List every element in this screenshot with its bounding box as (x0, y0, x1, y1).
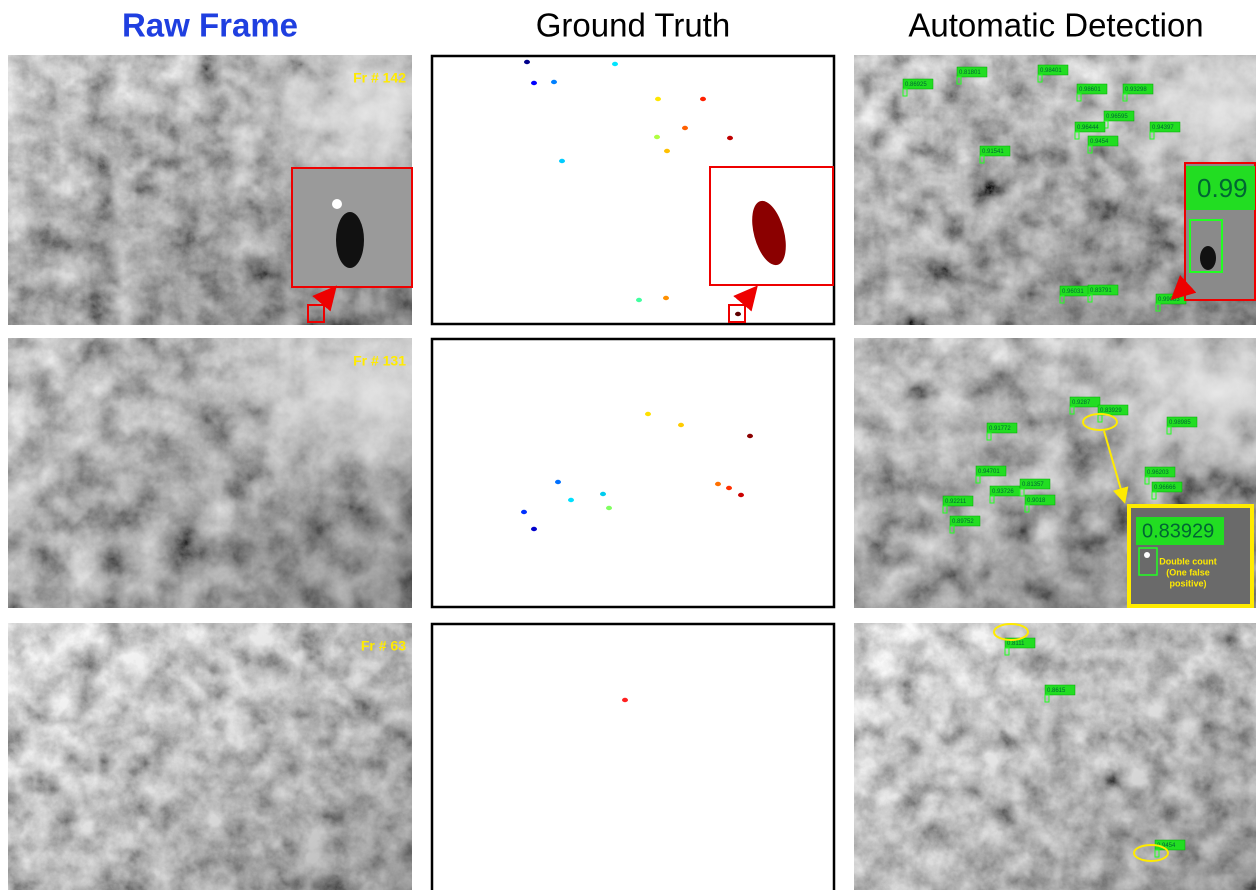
gt-blob (555, 480, 561, 484)
gt-blob (531, 81, 537, 85)
frame-label: Fr # 131 (353, 353, 406, 369)
detection-score: 0.93298 (1125, 87, 1147, 93)
ground-truth-panel (432, 624, 834, 890)
detection-score: 0.96666 (1154, 485, 1176, 491)
gt-blob (655, 97, 661, 101)
frame-label: Fr # 63 (361, 638, 406, 654)
zoom-dark (1200, 246, 1216, 270)
gt-blob (645, 412, 651, 416)
gt-blob (606, 506, 612, 510)
detection-score: 0.89752 (952, 519, 974, 525)
gt-blob (551, 80, 557, 84)
gt-blob (726, 486, 732, 490)
detection-score: 0.83791 (1090, 288, 1112, 294)
detection-score: 0.91772 (989, 426, 1011, 432)
column-header: Automatic Detection (908, 7, 1203, 44)
annotation: (One false (1166, 567, 1210, 577)
detection-score: 0.81801 (959, 70, 981, 76)
gt-blob (521, 510, 527, 514)
gt-blob (600, 492, 606, 496)
zoom-bright (332, 199, 342, 209)
gt-blob (622, 698, 628, 702)
gt-blob (715, 482, 721, 486)
detection-score: 0.8615 (1047, 688, 1066, 694)
detection-score: 0.96031 (1062, 289, 1084, 295)
detection-score: 0.8111 (1007, 641, 1025, 647)
annotation: positive) (1169, 578, 1206, 588)
gt-blob (682, 126, 688, 130)
gt-blob (735, 312, 741, 316)
detection-score: 0.96444 (1077, 125, 1099, 131)
detection-score: 0.98401 (1040, 68, 1062, 74)
image-shade (854, 623, 1256, 890)
column-header: Raw Frame (122, 7, 298, 44)
detection-score: 0.92211 (945, 499, 967, 505)
detection-score: 0.9287 (1072, 400, 1091, 406)
detection-score: 0.91541 (982, 149, 1004, 155)
gt-blob (747, 434, 753, 438)
gt-blob (727, 136, 733, 140)
column-header: Ground Truth (536, 7, 730, 44)
annotation: Double count (1159, 556, 1217, 566)
gt-blob (700, 97, 706, 101)
gt-blob (559, 159, 565, 163)
gt-blob (524, 60, 530, 64)
detection-score: 0.96595 (1106, 114, 1128, 120)
image-shade (8, 623, 412, 890)
detection-score: 0.9018 (1027, 498, 1046, 504)
gt-blob (531, 527, 537, 531)
detection-score: 0.94701 (978, 469, 1000, 475)
zoom-score: 0.83929 (1142, 520, 1214, 542)
detection-score: 0.86925 (905, 82, 927, 88)
detection-score: 0.93726 (992, 489, 1014, 495)
zoom-dark (336, 212, 364, 268)
detection-score: 0.98601 (1079, 87, 1101, 93)
gt-blob (636, 298, 642, 302)
figure: Raw Frame Ground Truth Automatic Detection… (0, 0, 1256, 890)
gt-blob (678, 423, 684, 427)
gt-blob (612, 62, 618, 66)
detection-score: 0.99083 (1158, 297, 1180, 303)
gt-blob (664, 149, 670, 153)
gt-blob (654, 135, 660, 139)
ground-truth-panel (432, 339, 834, 607)
zoom-bright (1144, 552, 1150, 558)
zoom-score: 0.99 (1197, 173, 1248, 203)
detection-score: 0.96203 (1147, 470, 1169, 476)
gt-blob (663, 296, 669, 300)
detection-score: 0.94397 (1152, 125, 1174, 131)
gt-blob (568, 498, 574, 502)
image-sky (8, 338, 412, 608)
gt-blob (738, 493, 744, 497)
detection-score: 0.98985 (1169, 420, 1191, 426)
frame-label: Fr # 142 (353, 70, 406, 86)
detection-score: 0.9454 (1090, 139, 1109, 145)
detection-score: 0.81357 (1022, 482, 1044, 488)
